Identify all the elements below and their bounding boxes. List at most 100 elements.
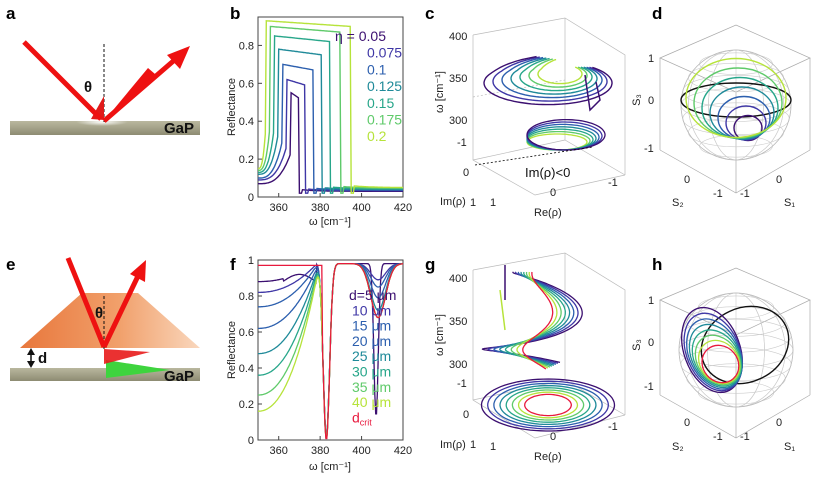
- 3d-box: [659, 267, 811, 439]
- trajectory-upper: [537, 58, 583, 85]
- y-tick-label: 0.8: [239, 291, 254, 303]
- y-tick-label: 1: [248, 255, 254, 267]
- legend-entry-0.2: 0.2: [367, 128, 387, 144]
- y-ticks: 0 0.2 0.4 0.6 0.8: [239, 40, 262, 204]
- y-axis-label: Reflectance: [226, 78, 238, 136]
- trajectory-loop: [686, 318, 743, 390]
- y-tick: 0: [463, 409, 469, 421]
- y-tick-label: 0.4: [239, 363, 254, 375]
- x-axis-label: ω [cm⁻¹]: [309, 216, 351, 228]
- legend-entry-0.125: 0.125: [367, 78, 402, 94]
- z-tick: 400: [449, 31, 467, 43]
- trajectory-upper: [492, 56, 608, 102]
- trajectories: [480, 265, 616, 432]
- s1-axis-label: S₁: [784, 197, 795, 209]
- x-tick-label: 420: [394, 445, 412, 457]
- trajectory-loop: [697, 339, 741, 385]
- trajectory-loop: [683, 312, 743, 392]
- x-tick-label: 420: [394, 202, 412, 214]
- trajectory-lower: [524, 393, 572, 417]
- gap-arrowhead-down: [27, 361, 35, 368]
- trajectory-lower: [487, 380, 609, 430]
- angle-label: θ: [84, 79, 92, 96]
- legend-entry-0.05: η = 0.05: [335, 28, 386, 44]
- x-tick: 0: [550, 431, 556, 443]
- panel-h: h 1 0 -1 S₃ 0 -1 S₂ -1 0 S₁: [631, 255, 811, 453]
- y-tick-label: 0: [248, 192, 254, 204]
- legend-entry-0.15: 0.15: [367, 95, 394, 111]
- incident-beam: [22, 40, 103, 121]
- evanescent-field-green: [106, 360, 170, 378]
- polarization-trajectories: [681, 305, 790, 394]
- y-axis-label: Im(ρ): [440, 439, 466, 451]
- trajectory-loop: [681, 306, 743, 394]
- y-tick-label: 0.4: [239, 116, 254, 128]
- reflected-arrowhead: [167, 46, 190, 69]
- trajectory-upper: [501, 56, 603, 99]
- s3-tick: -1: [644, 143, 654, 155]
- s1-axis-label: S₁: [784, 441, 795, 453]
- evanescent-field-red: [104, 349, 150, 364]
- panel-g: g 400 350 300 ω [cm⁻¹] -1 0 1 Im(ρ) 1 0 …: [425, 252, 626, 463]
- trajectory-stem: [499, 289, 506, 331]
- trajectory-loop: [694, 334, 742, 386]
- y-axis-label: Reflectance: [226, 321, 238, 379]
- s2-tick: 0: [684, 174, 690, 186]
- gap-substrate: [10, 121, 200, 135]
- x-axis-label: Re(ρ): [534, 207, 562, 219]
- curve-d-d_crit: [258, 262, 403, 440]
- y-tick-label: 0.2: [239, 154, 254, 166]
- reflection-glow: [76, 118, 128, 126]
- y-tick-label: 0.6: [239, 327, 254, 339]
- panel-b: b 0 0.2 0.4 0.6 0.8 360 380 400 420 Reflectance…: [226, 4, 412, 228]
- z-tick: 350: [449, 73, 467, 85]
- panel-f: f 0 0.2 0.4 0.6 0.8 1 360 380 400 420 Reflectanc…: [226, 255, 412, 473]
- plot-frame: [257, 259, 404, 441]
- trajectory-spiral: [522, 271, 554, 370]
- y-tick: 1: [470, 439, 476, 451]
- trajectory-loop: [691, 329, 742, 387]
- x-tick-label: 380: [311, 445, 329, 457]
- trajectory-lower: [511, 389, 585, 421]
- reflected-beam: [102, 55, 180, 123]
- panel-label-a: a: [6, 4, 16, 23]
- x-axis-label: Re(ρ): [534, 451, 562, 463]
- curve-eta-0.175: [257, 25, 403, 194]
- s3-tick: -1: [644, 381, 654, 393]
- legend-entry-0.075: 0.075: [367, 45, 402, 61]
- s3-tick: 0: [648, 337, 654, 349]
- s2-tick: -1: [713, 188, 723, 200]
- sphere-outline: [680, 49, 792, 161]
- panel-d: d 1 0 -1 S₃ 0 -1 S₂ -1 0 S₁: [631, 4, 811, 209]
- panel-label-d: d: [652, 4, 662, 23]
- threshold-annotation: Im(ρ)<0: [525, 165, 570, 180]
- legend-entry-25 μm: 25 μm: [352, 348, 391, 364]
- panel-label-h: h: [652, 255, 662, 274]
- sphere-outline: [678, 292, 794, 408]
- reflected-beam: [101, 274, 141, 349]
- y-tick: 0: [463, 167, 469, 179]
- gap-label: d: [38, 350, 47, 367]
- panel-label-b: b: [230, 4, 240, 23]
- panel-c: c Im(ρ)<0 400 350 300 ω [cm⁻¹] -1 0 1 Im…: [425, 4, 626, 219]
- trajectory-loop: [685, 57, 787, 139]
- x-ticks: 360 380 400 420: [270, 436, 412, 457]
- angle-label: θ: [95, 305, 103, 322]
- legend-entry-d_crit: dcrit: [352, 409, 372, 427]
- legend-entry-20 μm: 20 μm: [352, 333, 391, 349]
- trajectory-tail: [584, 74, 601, 112]
- s3-tick: 1: [648, 53, 654, 65]
- z-tick: 300: [449, 115, 467, 127]
- s2-tick: 0: [684, 417, 690, 429]
- x-axis-label: ω [cm⁻¹]: [309, 461, 351, 473]
- legend-entry-0.175: 0.175: [367, 112, 402, 128]
- legend-entry-35 μm: 35 μm: [352, 379, 391, 395]
- x-tick-label: 360: [270, 445, 288, 457]
- s1-tick: -1: [740, 431, 750, 443]
- poincare-sphere: [680, 49, 792, 161]
- x-tick: 1: [490, 441, 496, 453]
- x-tick-label: 400: [352, 445, 370, 457]
